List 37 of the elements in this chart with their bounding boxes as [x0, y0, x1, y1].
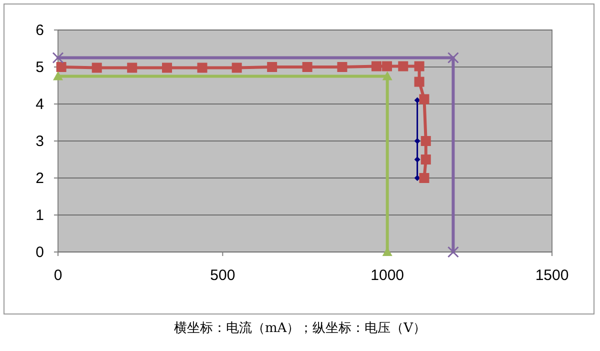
point [398, 61, 408, 72]
point [232, 62, 242, 73]
point [53, 71, 63, 80]
point [420, 136, 431, 146]
point [419, 94, 430, 104]
point [162, 62, 172, 73]
point [371, 61, 382, 72]
point [447, 246, 459, 258]
point [382, 71, 392, 80]
point [447, 52, 459, 64]
point [92, 62, 102, 73]
x-tick-label: 500 [210, 267, 236, 284]
y-tick-label: 4 [36, 96, 44, 113]
x-tick-label: 1000 [370, 267, 404, 284]
point [302, 62, 312, 72]
point [52, 52, 64, 64]
point [197, 62, 208, 73]
y-tick-label: 1 [36, 207, 44, 224]
point [420, 154, 431, 164]
point [414, 138, 420, 144]
point [414, 156, 420, 162]
point [414, 76, 424, 87]
point [414, 61, 424, 72]
point [337, 62, 348, 72]
y-tick-label: 0 [36, 244, 44, 261]
y-tick-label: 3 [36, 133, 44, 150]
y-tick-label: 2 [36, 170, 44, 187]
point [56, 62, 66, 72]
point [267, 62, 278, 72]
point [127, 62, 138, 73]
text: 横坐标：电流（mA）；纵坐标：电压（V） [174, 320, 426, 336]
x-tick-label: 1500 [535, 267, 569, 284]
point [419, 173, 430, 183]
y-tick-label: 6 [36, 22, 44, 39]
point [382, 61, 392, 72]
x-tick-label: 0 [54, 267, 62, 284]
y-tick-label: 5 [36, 59, 44, 76]
